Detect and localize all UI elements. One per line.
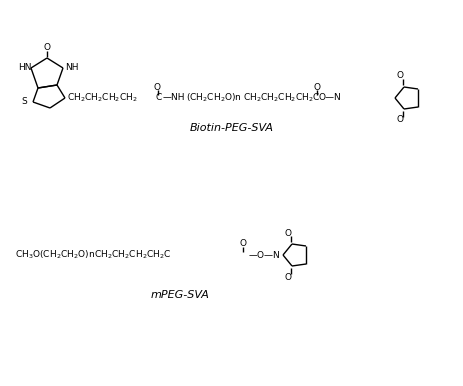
- Text: —NH: —NH: [163, 93, 185, 103]
- Text: C: C: [156, 93, 162, 103]
- Text: O: O: [239, 239, 246, 249]
- Text: CH$_3$O(CH$_2$CH$_2$O)nCH$_2$CH$_2$CH$_2$CH$_2$C: CH$_3$O(CH$_2$CH$_2$O)nCH$_2$CH$_2$CH$_2…: [15, 249, 171, 261]
- Text: CH$_2$CH$_2$CH$_2$CH$_2$: CH$_2$CH$_2$CH$_2$CH$_2$: [67, 92, 138, 104]
- Text: O—N: O—N: [319, 93, 341, 103]
- Text: NH: NH: [65, 64, 78, 73]
- Text: O: O: [396, 115, 403, 125]
- Text: —O—N: —O—N: [249, 251, 280, 259]
- Text: Biotin-PEG-SVA: Biotin-PEG-SVA: [189, 123, 274, 133]
- Text: O: O: [396, 71, 403, 81]
- Text: O: O: [153, 83, 160, 91]
- Text: (CH$_2$CH$_2$O)n: (CH$_2$CH$_2$O)n: [186, 92, 241, 104]
- Text: O: O: [284, 273, 291, 281]
- Text: O: O: [284, 229, 291, 237]
- Text: S: S: [21, 98, 27, 107]
- Text: O: O: [44, 44, 50, 52]
- Text: HN: HN: [18, 64, 31, 73]
- Text: O: O: [313, 83, 320, 91]
- Text: CH$_2$CH$_2$CH$_2$CH$_2$C: CH$_2$CH$_2$CH$_2$CH$_2$C: [243, 92, 320, 104]
- Text: mPEG-SVA: mPEG-SVA: [150, 290, 209, 300]
